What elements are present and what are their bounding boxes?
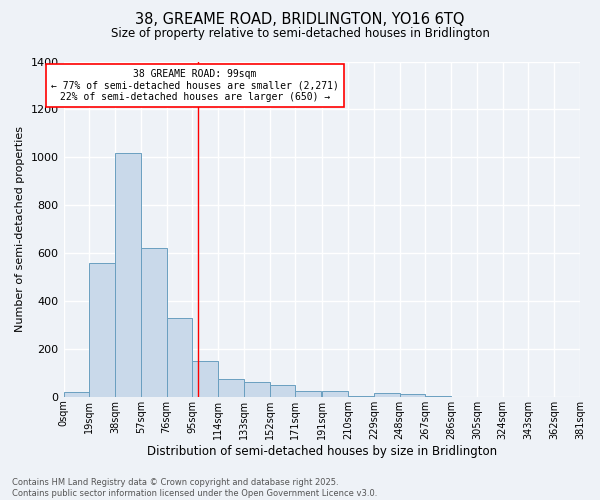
Bar [115,152,141,397]
Text: Contains HM Land Registry data © Crown copyright and database right 2025.
Contai: Contains HM Land Registry data © Crown c… [12,478,377,498]
Bar [269,385,295,397]
Bar [374,393,400,397]
Bar [322,391,348,397]
Bar [244,382,269,397]
Text: 38, GREAME ROAD, BRIDLINGTON, YO16 6TQ: 38, GREAME ROAD, BRIDLINGTON, YO16 6TQ [135,12,465,28]
Bar [167,318,193,397]
Bar [64,392,89,397]
Bar [141,248,167,397]
Bar [89,262,115,397]
Text: Size of property relative to semi-detached houses in Bridlington: Size of property relative to semi-detach… [110,28,490,40]
Bar [348,396,374,397]
Bar [218,379,244,397]
Text: 38 GREAME ROAD: 99sqm
← 77% of semi-detached houses are smaller (2,271)
22% of s: 38 GREAME ROAD: 99sqm ← 77% of semi-deta… [51,68,339,102]
Bar [425,396,451,397]
Y-axis label: Number of semi-detached properties: Number of semi-detached properties [15,126,25,332]
X-axis label: Distribution of semi-detached houses by size in Bridlington: Distribution of semi-detached houses by … [147,444,497,458]
Bar [193,361,218,397]
Bar [295,391,321,397]
Bar [400,394,425,397]
